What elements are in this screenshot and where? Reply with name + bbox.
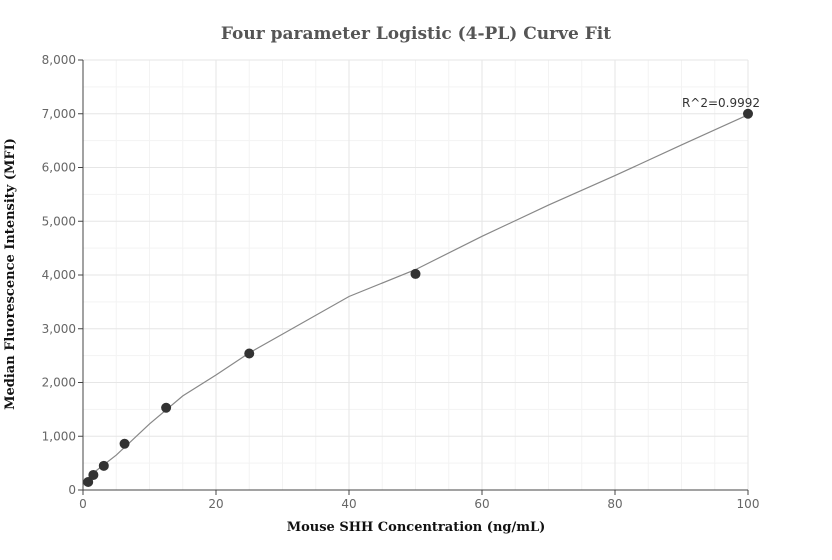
data-points [83,108,753,487]
y-tick-label: 3,000 [42,322,76,336]
y-tick-label: 5,000 [42,214,76,228]
y-tick-label: 2,000 [42,376,76,390]
x-tick-label: 60 [474,497,489,511]
data-point [743,108,753,119]
data-point [83,476,94,487]
x-tick-label: 40 [341,497,356,511]
y-tick-label: 4,000 [42,268,76,282]
x-tick-label: 80 [607,497,622,511]
grid [82,59,749,491]
r-squared-annotation: R^2=0.9992 [682,96,760,110]
y-tick-label: 6,000 [42,161,76,175]
y-tick-label: 8,000 [42,53,76,67]
x-tick-label: 100 [737,497,760,511]
x-tick-label: 0 [79,497,87,511]
data-point [410,268,421,279]
data-point [119,438,130,449]
x-tick-label: 20 [208,497,223,511]
data-point [244,348,255,359]
chart-title: Four parameter Logistic (4-PL) Curve Fit [221,24,611,44]
tick-labels: 0 20 40 60 80 100 0 1,000 2,000 3,000 4,000 5,000 6,… [42,53,760,511]
data-point [88,469,99,480]
axes [78,59,749,495]
y-tick-label: 0 [68,483,76,497]
x-axis-title: Mouse SHH Concentration (ng/mL) [287,520,546,535]
data-point [161,402,172,413]
data-point [98,460,109,471]
y-tick-label: 7,000 [42,107,76,121]
y-axis-title: Median Fluorescence Intensity (MFI) [3,138,18,410]
y-tick-label: 1,000 [42,429,76,443]
